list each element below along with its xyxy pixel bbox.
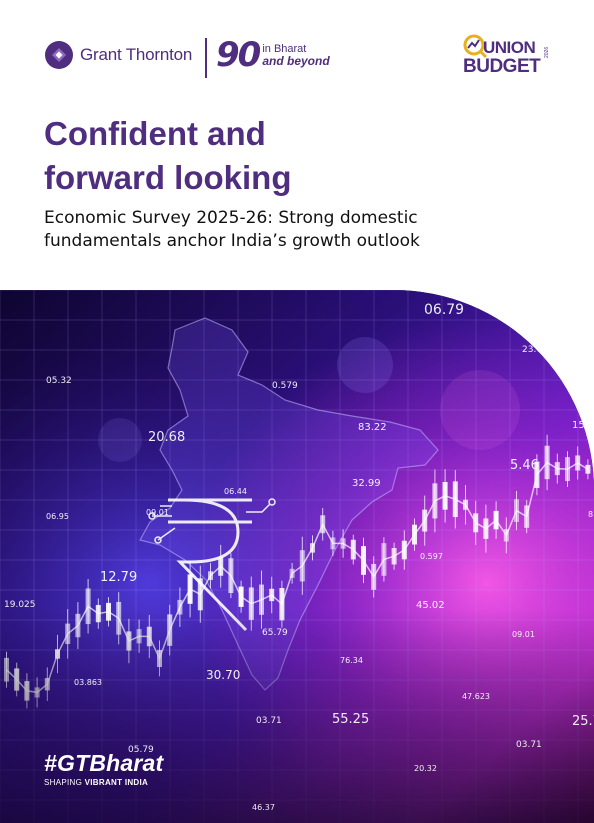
anniversary-line2: and beyond: [262, 54, 330, 68]
tagline-prefix: SHAPING: [44, 778, 85, 787]
hero-number: 09.01: [512, 630, 535, 639]
hero-graphic: [0, 290, 594, 823]
title-line1: Confident and: [44, 115, 266, 152]
hero-number: 0.597: [420, 552, 443, 561]
hashtag: #GTBharat: [44, 750, 164, 776]
subtitle-line1: Economic Survey 2025-26: Strong domestic: [44, 208, 418, 228]
page-title: Confident and forward looking: [44, 112, 292, 200]
subtitle: Economic Survey 2025-26: Strong domestic…: [44, 207, 564, 253]
title-line2: forward looking: [44, 159, 292, 196]
hero-number: 20.68: [148, 430, 186, 445]
hero-number: 30.70: [206, 668, 241, 682]
hero-number: 45.02: [416, 600, 445, 611]
hero-number: 03.71: [516, 740, 542, 750]
hero-number: 83.22: [358, 422, 387, 433]
hero-number: 06.95: [46, 512, 69, 521]
hero-number: 05.32: [46, 376, 72, 386]
gtbharat-tagline: #GTBharat SHAPING VIBRANT INDIA: [44, 750, 163, 787]
hero-number: 0.579: [272, 381, 298, 391]
union-budget-logo: UNION BUDGET 2026: [462, 34, 554, 82]
subtitle-line2: fundamentals anchor India’s growth outlo…: [44, 231, 420, 251]
grant-thornton-logo: Grant Thornton: [44, 40, 192, 70]
hero-number: 15: [572, 420, 585, 431]
logo-divider: [205, 38, 207, 78]
magnifier-chart-icon: [463, 34, 488, 59]
hero-number: 06.79: [424, 302, 465, 318]
budget-logo-year: 2026: [544, 46, 550, 58]
hero-number: 32.99: [352, 478, 381, 489]
ninety-years-logo: 90 in Bharat and beyond: [216, 38, 330, 72]
hero-number: 47.623: [462, 692, 490, 701]
hero-number: 03.863: [74, 678, 102, 687]
budget-logo-union: UNION: [483, 38, 536, 57]
hero-number: 06.44: [224, 487, 247, 496]
hero-number: 8: [588, 510, 594, 519]
tagline-sub: SHAPING VIBRANT INDIA: [44, 778, 163, 787]
header: Grant Thornton 90 in Bharat and beyond U…: [0, 0, 594, 100]
hero-number: 55.25: [332, 712, 370, 727]
hero-number: 46.37: [252, 803, 275, 812]
hero-image: 06.79 23.0 05.32 0.579 15 20.68 83.22 5.46 06.44…: [0, 290, 594, 823]
company-name: Grant Thornton: [80, 45, 193, 64]
hero-number: 20.32: [414, 764, 437, 773]
hero-number: 09.01: [146, 508, 169, 517]
hero-number: 12.79: [100, 570, 138, 585]
anniversary-number: 90: [216, 35, 261, 75]
tagline-bold: VIBRANT INDIA: [84, 778, 149, 787]
hero-number: 19.025: [4, 600, 36, 610]
budget-logo-budget: BUDGET: [463, 56, 541, 77]
grant-thornton-mark-icon: [45, 41, 73, 69]
anniversary-line1: in Bharat: [262, 43, 307, 55]
hero-number: 5.46: [510, 458, 539, 473]
hero-number: 23.0: [522, 345, 543, 355]
hero-number: 76.34: [340, 656, 363, 665]
hero-number: 03.71: [256, 716, 282, 726]
hero-number: 05.79: [128, 745, 154, 755]
hero-number: 65.79: [262, 628, 288, 638]
hero-number: 25.7: [572, 714, 594, 729]
